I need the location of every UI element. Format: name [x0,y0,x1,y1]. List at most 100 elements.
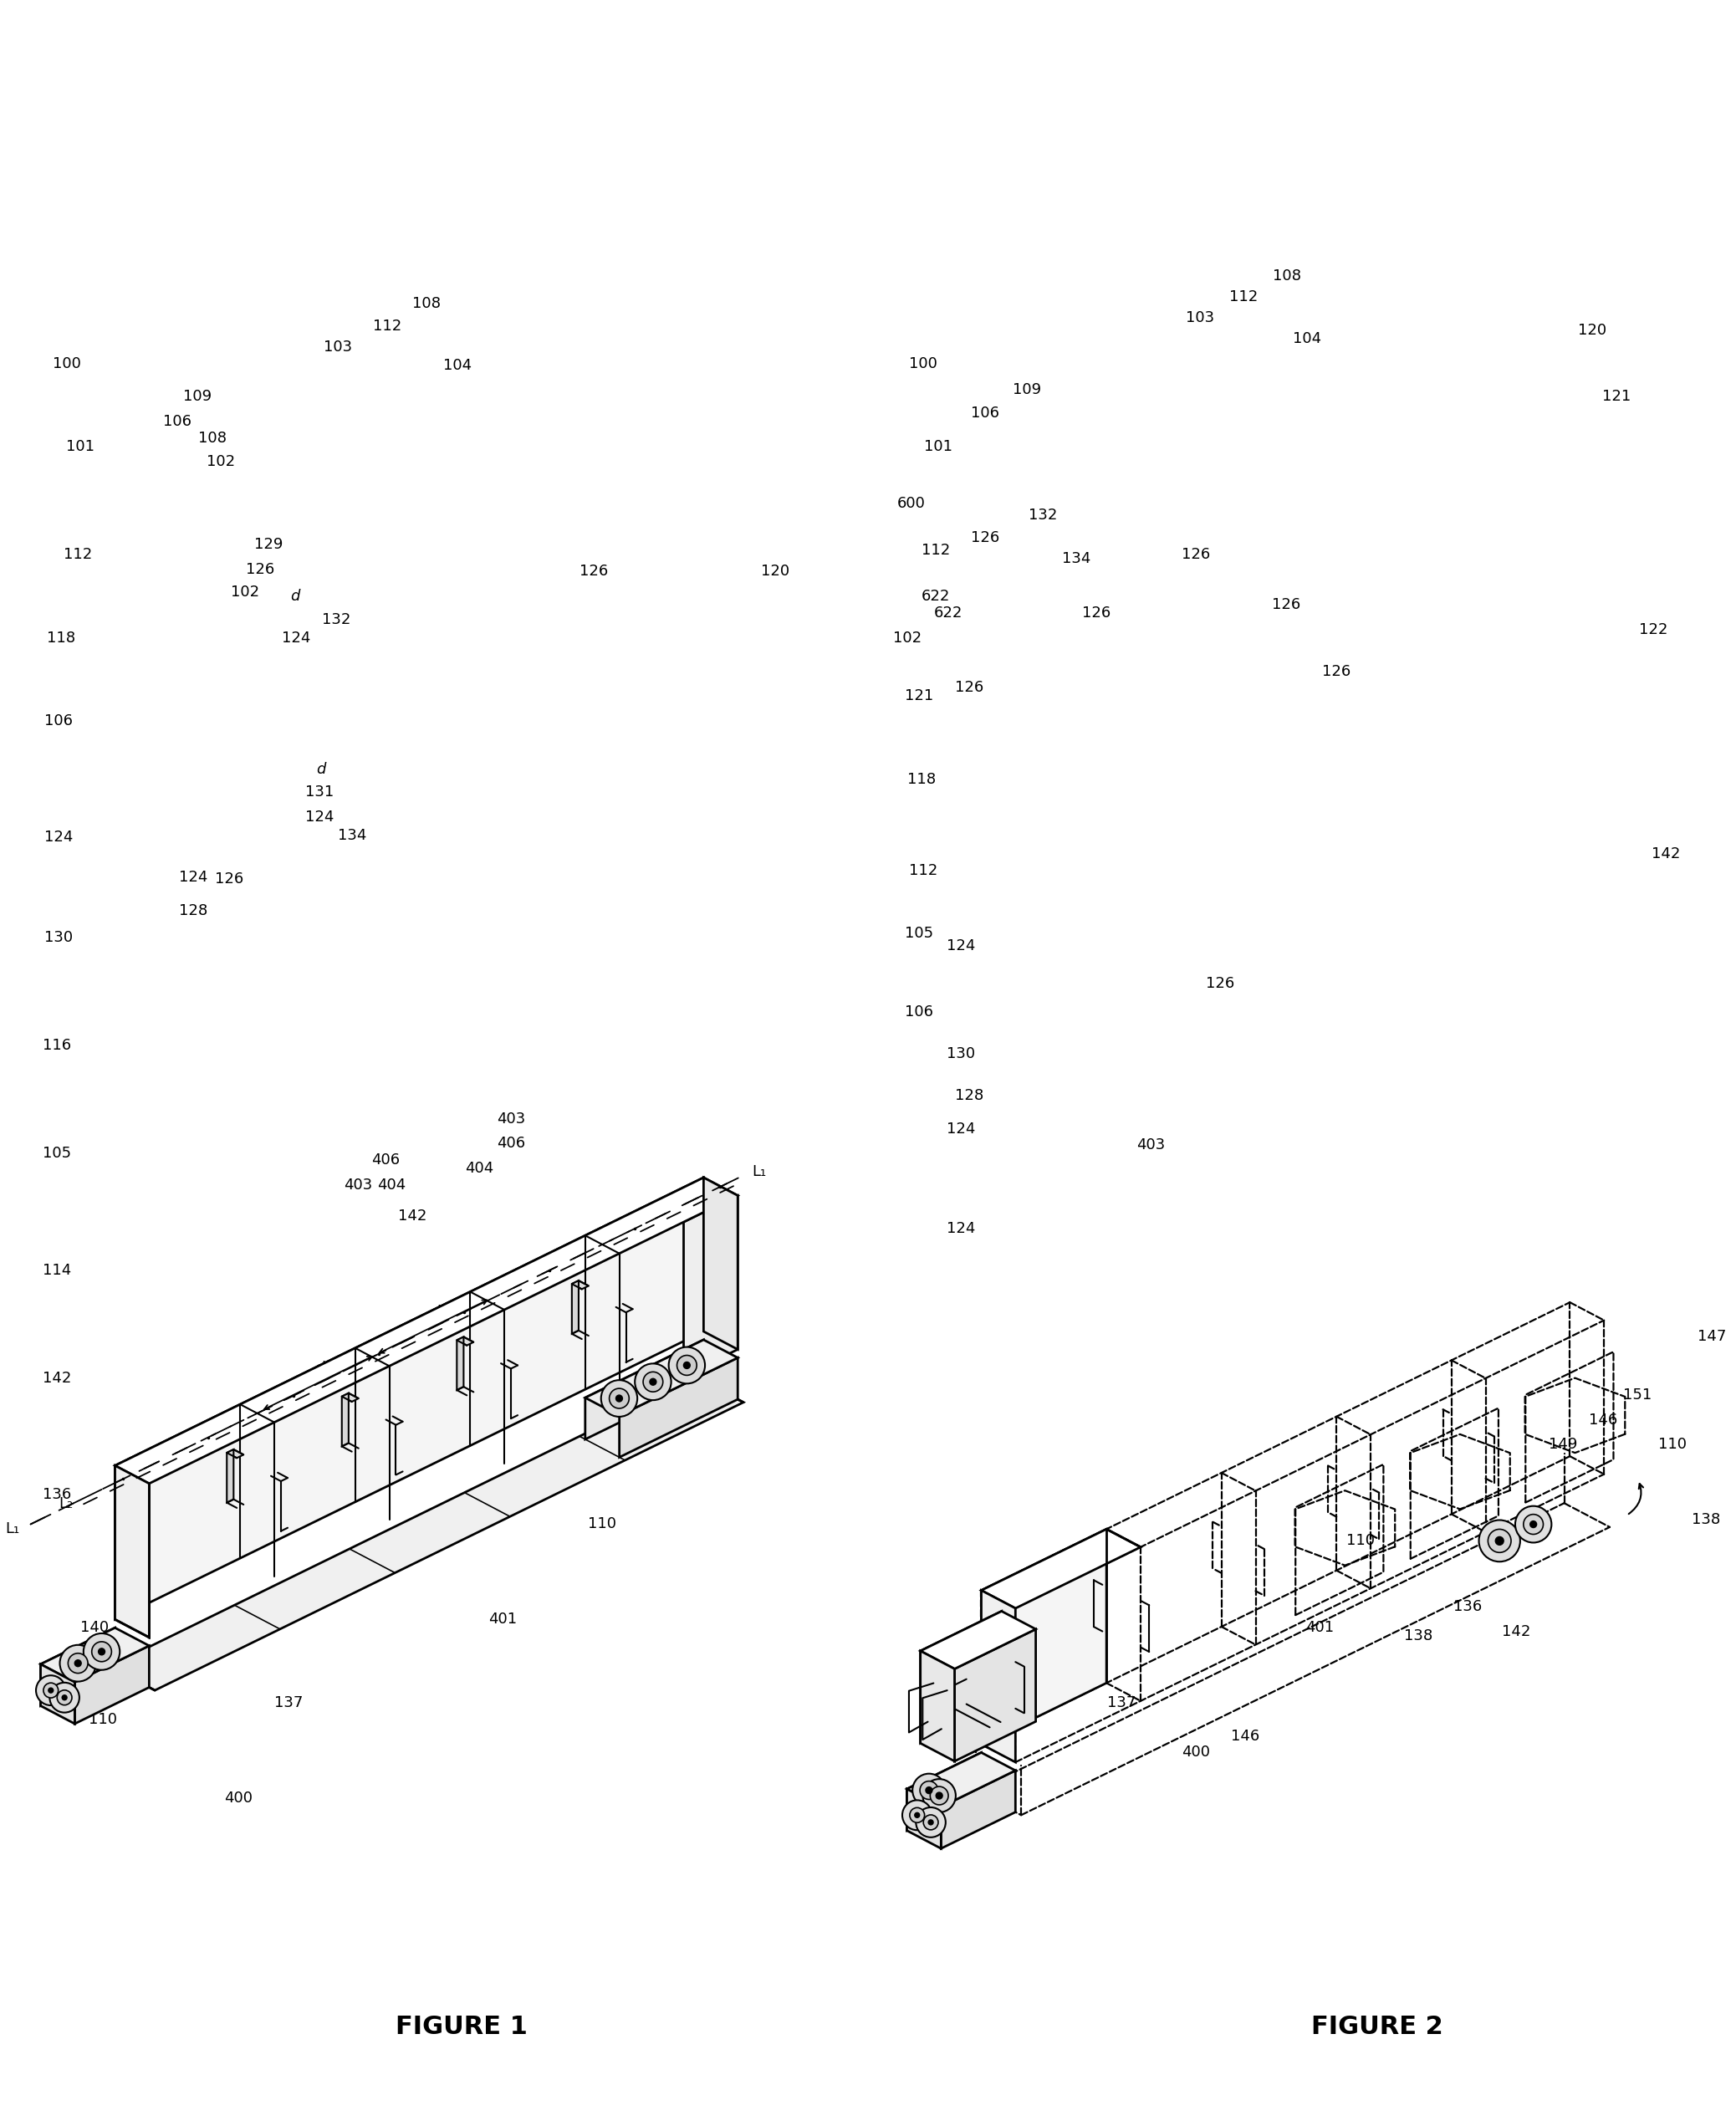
Circle shape [92,1641,111,1663]
Text: 622: 622 [922,589,950,604]
Polygon shape [40,1629,115,1705]
Polygon shape [342,1393,359,1401]
Text: 128: 128 [955,1089,983,1103]
Text: 106: 106 [163,415,191,429]
Polygon shape [109,1378,743,1690]
Text: 406: 406 [496,1135,526,1150]
Circle shape [609,1388,628,1407]
Text: 112: 112 [922,542,950,559]
Text: 138: 138 [1404,1629,1432,1643]
Text: 130: 130 [45,929,73,944]
Text: 110: 110 [1347,1533,1375,1548]
Circle shape [43,1684,59,1699]
Text: FIGURE 1: FIGURE 1 [396,2015,528,2039]
Text: d: d [290,589,300,604]
Text: 105: 105 [904,925,934,942]
Text: 126: 126 [215,872,243,887]
Polygon shape [585,1339,703,1439]
Text: 120: 120 [760,563,790,578]
Text: 114: 114 [43,1263,71,1278]
Polygon shape [906,1752,1016,1807]
Circle shape [925,1788,932,1794]
Text: 121: 121 [1602,389,1630,404]
Text: 126: 126 [1207,976,1234,991]
Text: 108: 108 [413,296,441,310]
Text: 128: 128 [179,904,208,918]
Polygon shape [920,1612,1002,1743]
Circle shape [915,1813,920,1818]
Circle shape [36,1675,66,1705]
Circle shape [910,1807,925,1822]
Text: 112: 112 [1229,289,1259,304]
Text: 142: 142 [1502,1624,1531,1639]
Circle shape [929,1820,934,1824]
Text: 118: 118 [47,631,76,646]
Text: 129: 129 [253,538,283,553]
Text: 124: 124 [946,1120,976,1135]
Text: d: d [431,1305,439,1320]
Polygon shape [40,1629,149,1682]
Circle shape [684,1363,691,1369]
Text: 146: 146 [1231,1728,1260,1743]
Circle shape [75,1660,82,1667]
Text: 622: 622 [934,606,963,621]
Text: 401: 401 [1305,1620,1333,1635]
Text: 124: 124 [179,870,208,884]
Text: 130: 130 [946,1046,976,1061]
Text: 136: 136 [43,1488,71,1503]
Text: 400: 400 [224,1790,253,1805]
Text: 103: 103 [1186,310,1213,325]
Text: 110: 110 [89,1711,116,1726]
Text: 138: 138 [1691,1512,1720,1526]
Circle shape [83,1633,120,1669]
Circle shape [668,1348,705,1384]
Text: 136: 136 [1453,1599,1483,1614]
Circle shape [1495,1537,1503,1546]
Circle shape [917,1807,946,1837]
Text: FIGURE 2: FIGURE 2 [1311,2015,1443,2039]
Polygon shape [920,1612,1036,1669]
Text: 131: 131 [306,784,333,799]
Text: 403: 403 [496,1112,526,1127]
Circle shape [1488,1529,1510,1552]
Text: 600: 600 [898,495,925,510]
Text: 404: 404 [377,1178,406,1193]
Text: 134: 134 [1062,551,1090,566]
Text: 132: 132 [1029,508,1057,523]
Polygon shape [955,1629,1036,1760]
Text: 126: 126 [1321,663,1351,678]
Circle shape [68,1654,89,1673]
Circle shape [49,1688,54,1692]
Circle shape [930,1786,948,1805]
Circle shape [1524,1514,1543,1535]
Polygon shape [684,1195,738,1376]
Text: 102: 102 [231,585,260,600]
Circle shape [1529,1520,1536,1529]
Polygon shape [457,1337,464,1390]
Text: 116: 116 [43,1037,71,1052]
Text: 149: 149 [1549,1437,1578,1452]
Polygon shape [981,1529,1141,1607]
Text: 106: 106 [970,406,1000,421]
Polygon shape [115,1465,149,1637]
Circle shape [903,1801,932,1830]
Text: 120: 120 [1578,323,1606,338]
Circle shape [913,1773,946,1807]
Text: 142: 142 [1651,846,1680,861]
Circle shape [62,1694,68,1701]
Text: 109: 109 [1012,383,1042,398]
Polygon shape [981,1529,1106,1743]
Circle shape [649,1378,656,1386]
Circle shape [642,1371,663,1393]
Text: 134: 134 [339,829,366,844]
Text: 403: 403 [1135,1137,1165,1152]
Text: 104: 104 [1293,332,1321,347]
Polygon shape [906,1788,941,1847]
Text: 105: 105 [43,1146,71,1161]
Text: d: d [314,1361,325,1376]
Text: 124: 124 [946,938,976,952]
Text: 126: 126 [955,680,983,695]
Circle shape [635,1363,672,1401]
Text: 104: 104 [443,357,472,372]
Text: 404: 404 [465,1161,495,1176]
